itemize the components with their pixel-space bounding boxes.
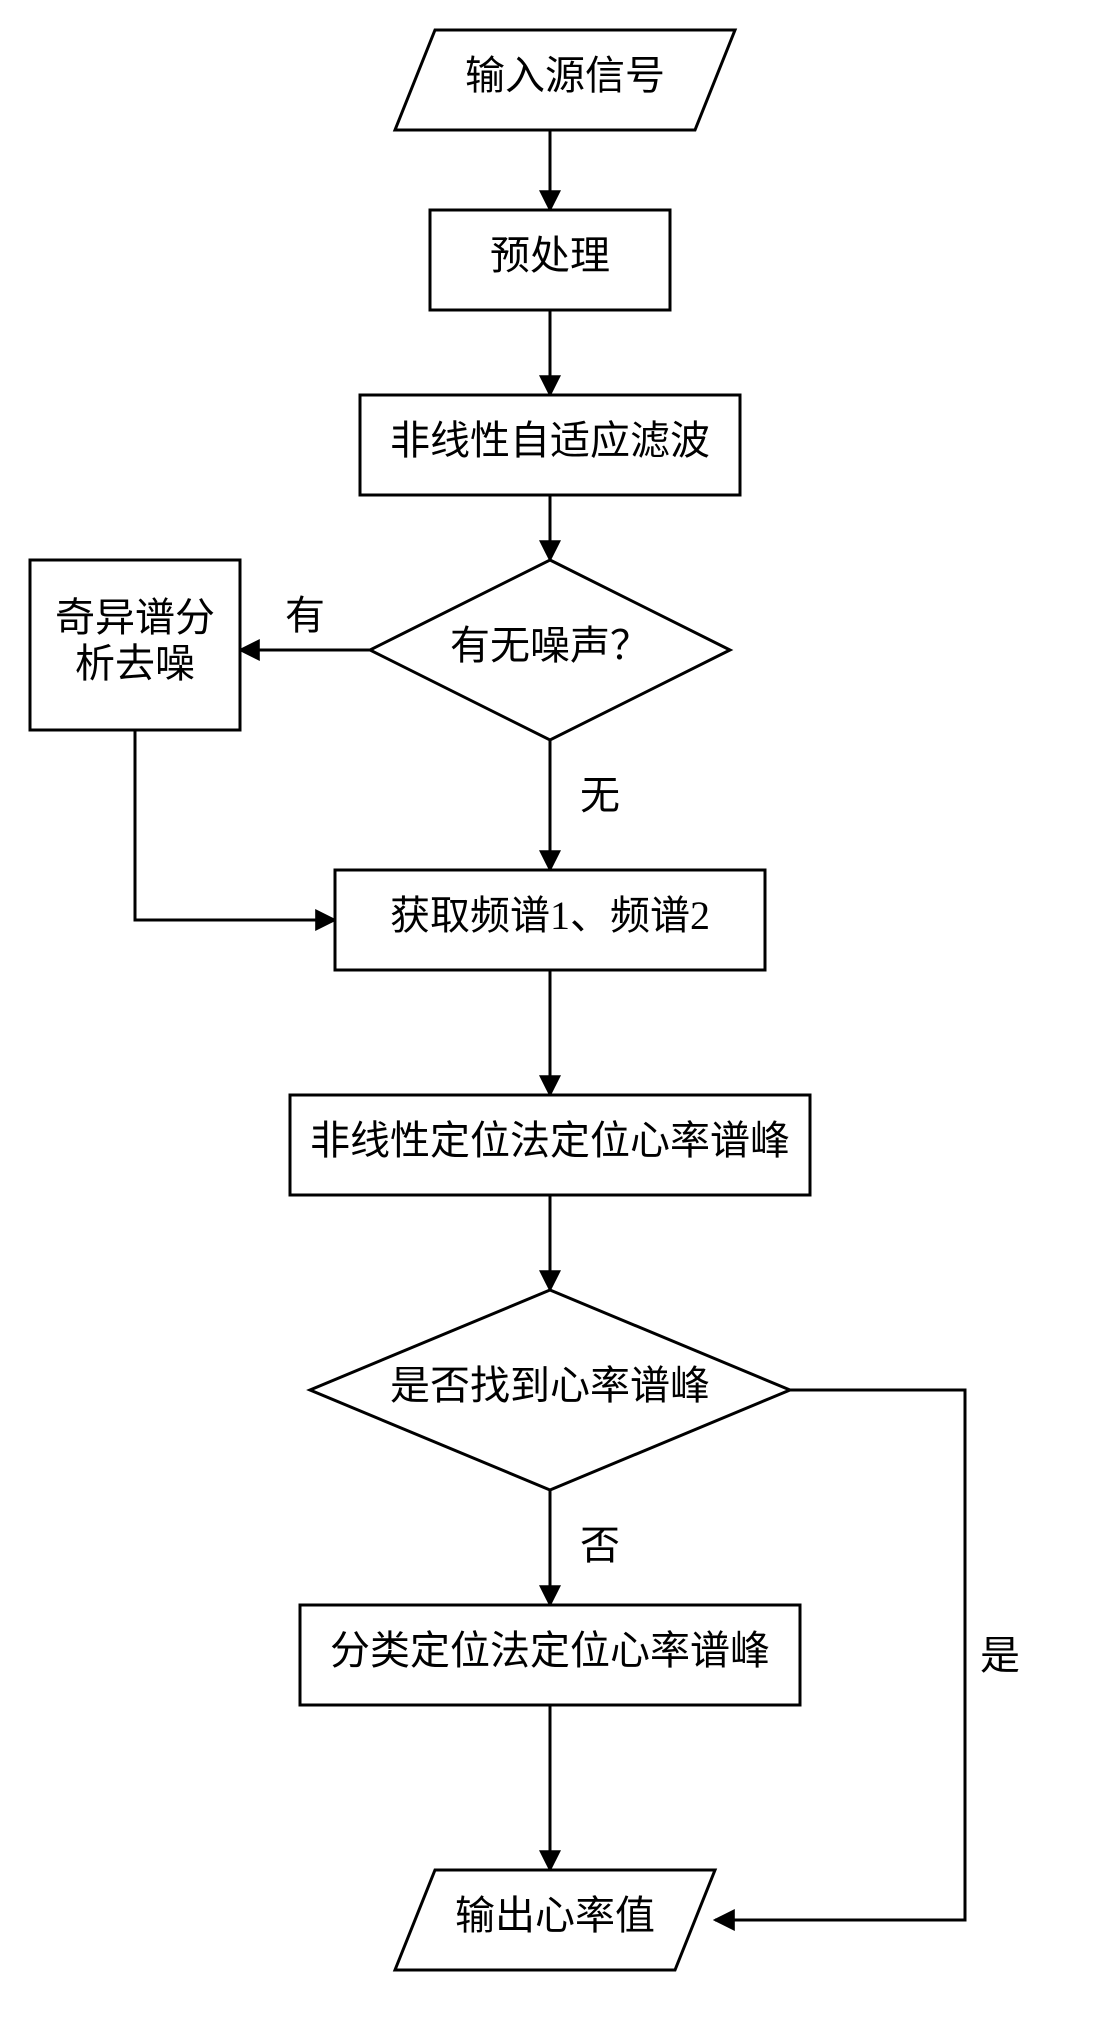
- n_nonlin-label: 非线性定位法定位心率谱峰: [310, 1118, 790, 1163]
- n_noiseQ: 有无噪声？: [370, 560, 730, 740]
- n_spectra: 获取频谱1、频谱2: [335, 870, 765, 970]
- flowchart-canvas: 有无否是 输入源信号预处理非线性自适应滤波有无噪声？ 奇异谱分析去噪获取频谱1、频谱…: [0, 0, 1110, 2036]
- n_input-label: 输入源信号: [465, 53, 665, 98]
- n_ssa-label: 析去噪: [75, 641, 195, 686]
- edge-label-n_foundQ-n_output: 是: [980, 1633, 1020, 1678]
- n_foundQ: 是否找到心率谱峰: [310, 1290, 790, 1490]
- n_class-label: 分类定位法定位心率谱峰: [330, 1628, 770, 1673]
- nodes-layer: 输入源信号预处理非线性自适应滤波有无噪声？ 奇异谱分析去噪获取频谱1、频谱2 非线性…: [30, 30, 810, 1970]
- n_spectra-label: 获取频谱1、频谱2: [390, 893, 710, 938]
- n_pre: 预处理: [430, 210, 670, 310]
- n_class: 分类定位法定位心率谱峰: [300, 1605, 800, 1705]
- n_noiseQ-label: 有无噪声？: [450, 623, 650, 668]
- n_pre-label: 预处理: [490, 233, 610, 278]
- n_output-label: 输出心率值: [455, 1893, 655, 1938]
- edge-n_ssa-n_spectra: [135, 730, 335, 920]
- n_foundQ-label: 是否找到心率谱峰: [390, 1363, 710, 1408]
- edge-label-n_foundQ-n_class: 否: [580, 1523, 620, 1568]
- edge-label-n_noiseQ-n_ssa: 有: [285, 593, 325, 638]
- n_ssa-label: 奇异谱分: [55, 595, 215, 640]
- n_ssa: 奇异谱分析去噪: [30, 560, 240, 730]
- n_output: 输出心率值: [395, 1870, 715, 1970]
- n_filter: 非线性自适应滤波: [360, 395, 740, 495]
- edge-label-n_noiseQ-n_spectra: 无: [580, 773, 620, 818]
- n_filter-label: 非线性自适应滤波: [390, 418, 710, 463]
- n_input: 输入源信号: [395, 30, 735, 130]
- n_nonlin: 非线性定位法定位心率谱峰: [290, 1095, 810, 1195]
